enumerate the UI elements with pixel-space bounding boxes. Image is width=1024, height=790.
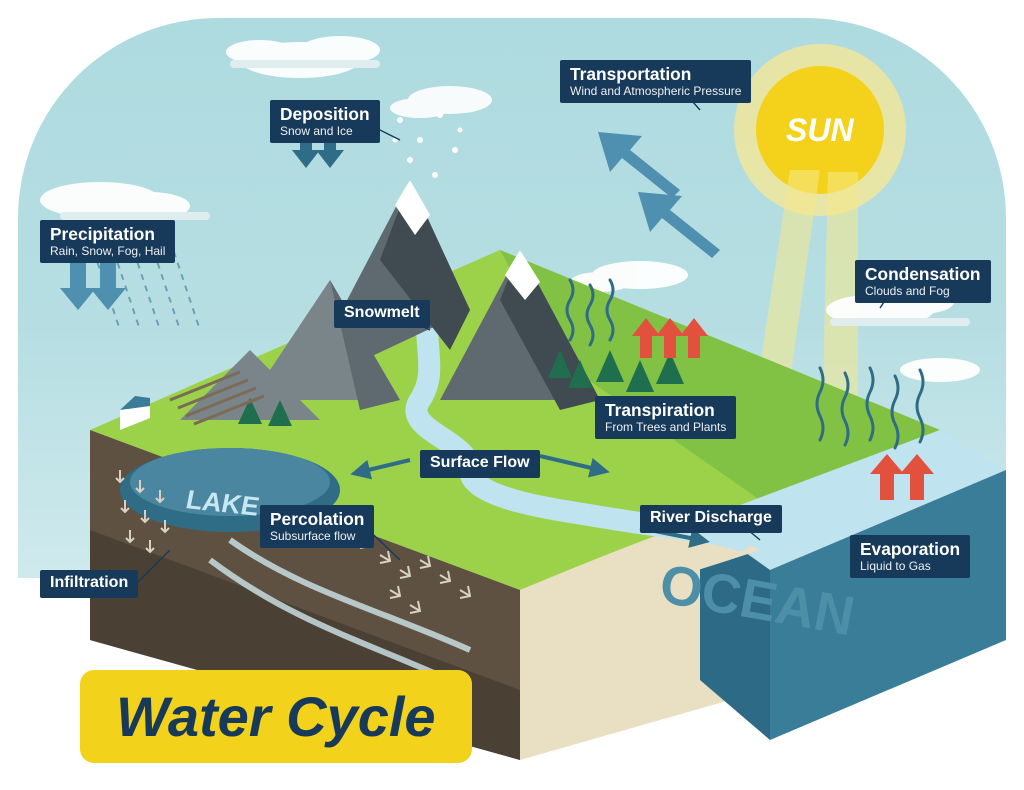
label-condensation: Condensation Clouds and Fog xyxy=(855,260,991,303)
precip-arrows xyxy=(60,258,126,310)
snow-dots xyxy=(393,112,463,178)
label-surface-flow: Surface Flow xyxy=(420,450,540,478)
label-river-discharge: River Discharge xyxy=(640,505,782,533)
label-percolation: Percolation Subsurface flow xyxy=(260,505,374,548)
label-transpiration: Transpiration From Trees and Plants xyxy=(595,396,736,439)
label-infiltration: Infiltration xyxy=(40,570,138,598)
label-precipitation: Precipitation Rain, Snow, Fog, Hail xyxy=(40,220,175,263)
title-pill: Water Cycle xyxy=(80,670,472,763)
transp-arrows xyxy=(632,318,708,358)
label-transportation: Transportation Wind and Atmospheric Pres… xyxy=(560,60,751,103)
label-snowmelt: Snowmelt xyxy=(334,300,430,328)
label-evaporation: Evaporation Liquid to Gas xyxy=(850,535,970,578)
label-deposition: Deposition Snow and Ice xyxy=(270,100,380,143)
sun-label: SUN xyxy=(786,112,854,149)
transport-arrows xyxy=(598,132,720,258)
water-cycle-diagram: Transportation Wind and Atmospheric Pres… xyxy=(0,0,1024,790)
